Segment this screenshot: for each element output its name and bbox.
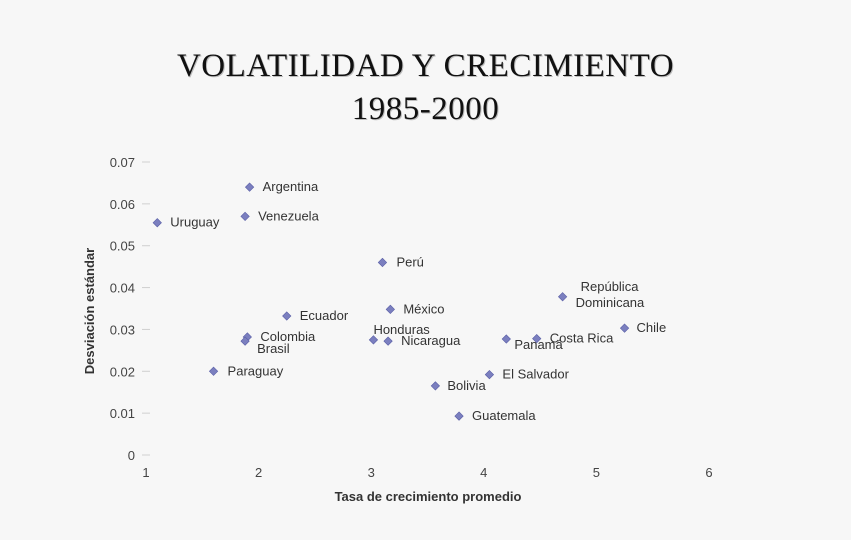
y-tick-label: 0.03 [110,322,135,337]
y-tick-label: 0.05 [110,239,135,254]
point-label-line: Dominicana [576,295,645,310]
data-point [619,323,630,333]
point-label: Uruguay [170,215,220,230]
point-label: Brasil [257,341,290,356]
data-point [377,257,388,268]
point-label: República Dominicana [576,279,645,310]
y-tick-label: 0.07 [110,155,135,170]
data-point [244,182,255,192]
point-label: Colombia [260,329,316,344]
point-label: Costa Rica [550,331,614,346]
data-point [208,366,219,376]
data-point [454,411,464,421]
y-axis-label: Desviación estándar [82,248,97,374]
data-point [385,304,395,314]
y-tick-label: 0.01 [110,406,135,421]
x-axis-label: Tasa de crecimiento promedio [335,489,522,504]
point-label: Nicaragua [401,333,461,348]
x-tick-label: 3 [368,465,375,480]
data-point [532,334,542,344]
x-tick-label: 4 [480,465,487,480]
point-label: Perú [396,254,423,269]
x-tick-label: 2 [255,465,262,480]
data-point [557,292,568,302]
point-label: Venezuela [258,208,319,223]
chart-points [152,182,630,421]
chart-axes: 1 2 3 4 5 6 0 0.01 0.02 0.03 0.04 0.05 0.06 0.07 [110,155,713,480]
y-tick-label: 0 [128,448,135,463]
point-label: El Salvador [502,367,569,382]
point-label: Bolivia [447,378,486,393]
data-point [240,336,250,346]
point-label-line: República [581,279,640,294]
point-label: Honduras [373,322,430,337]
point-label: México [403,301,444,316]
y-tick-label: 0.06 [110,197,135,212]
x-tick-label: 1 [142,465,149,480]
point-label: Panamá [514,337,563,352]
x-tick-label: 6 [705,465,712,480]
slide-title: VOLATILIDAD Y CRECIMIENTO [176,48,675,84]
point-label: Guatemala [472,408,536,423]
slide-subtitle-years: 1985-2000 [351,91,500,127]
data-point [501,334,511,344]
chart-point-labels: Argentina Uruguay Venezuela Perú República Do… [170,179,666,423]
point-label: Ecuador [300,308,349,323]
data-point [430,381,441,391]
point-label: Argentina [263,179,319,194]
data-point [484,370,495,380]
point-label: Chile [637,320,667,335]
data-point [240,211,250,222]
data-point [152,218,162,228]
y-tick-label: 0.02 [110,364,135,379]
y-tick-label: 0.04 [110,281,135,296]
x-tick-label: 5 [593,465,600,480]
point-label: Paraguay [228,363,284,378]
data-point [383,336,393,346]
data-point [282,311,292,321]
data-point [368,335,379,345]
